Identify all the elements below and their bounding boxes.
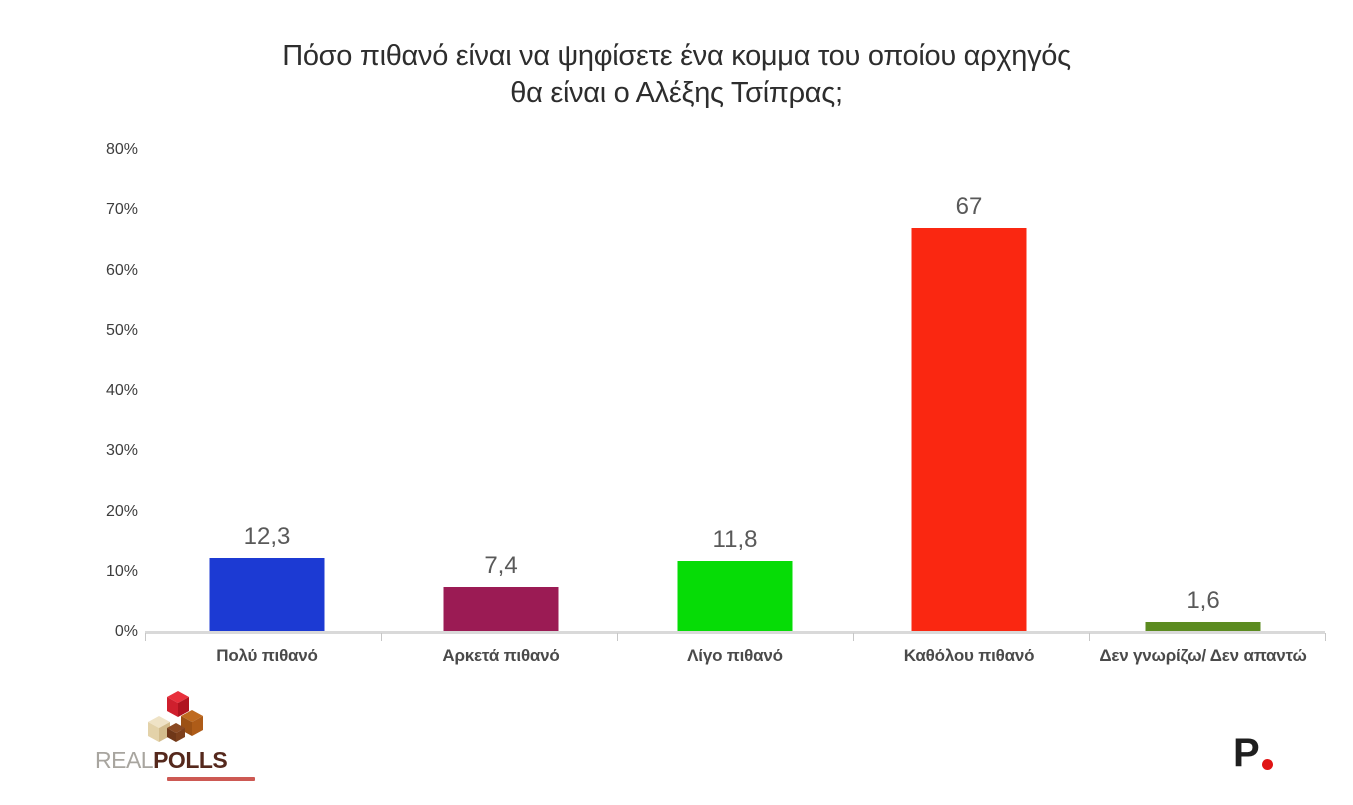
y-tick-label: 0% (114, 623, 138, 640)
bar-column: 7,4 (384, 150, 618, 632)
y-tick-label: 20% (105, 502, 138, 520)
realpolls-word-polls: POLLS (153, 747, 228, 773)
bar-value-label: 1,6 (1186, 587, 1220, 614)
x-axis-line (145, 631, 1326, 641)
y-tick-label: 30% (105, 442, 138, 460)
chart-title-line-1: Πόσο πιθανό είναι να ψηφίσετε ένα κομμα … (282, 40, 1071, 72)
bar-3 (677, 561, 793, 632)
p-logo-letter: P (1233, 731, 1260, 775)
plot-area: 12,3 7,4 11,8 67 1,6 (145, 150, 1326, 641)
y-tick-label: 80% (105, 141, 138, 158)
y-tick-label: 50% (105, 321, 138, 339)
bar-column: 12,3 (150, 150, 384, 632)
realpolls-wordmark: REALPOLLS (95, 747, 275, 774)
realpolls-cubes-icon (148, 691, 203, 742)
bar-column: 67 (852, 150, 1086, 632)
category-label: Δεν γνωρίζω/ Δεν απαντώ (1099, 646, 1307, 665)
y-tick-label: 60% (105, 261, 138, 279)
category-label: Πολύ πιθανό (216, 646, 318, 665)
y-tick-label: 70% (105, 201, 138, 219)
chart-title: Πόσο πιθανό είναι να ψηφίσετε ένα κομμα … (0, 38, 1353, 112)
chart-title-line-2: θα είναι ο Αλέξης Τσίπρας; (510, 77, 843, 110)
bar-value-label: 12,3 (243, 523, 291, 550)
bar-2 (443, 587, 559, 632)
bar-4 (911, 228, 1027, 632)
realpolls-logo: REALPOLLS (95, 690, 275, 781)
y-tick-label: 40% (105, 382, 138, 399)
category-label: Καθόλου πιθανό (903, 646, 1035, 665)
p-logo-red-dot-icon (1261, 759, 1273, 770)
bar-columns: 12,3 7,4 11,8 67 1,6 (150, 150, 1320, 632)
bar-1 (209, 558, 325, 632)
y-axis: 80% 70% 60% 50% 40% 30% 20% 10% 0% (0, 141, 138, 640)
category-label: Λίγο πιθανό (687, 646, 783, 665)
y-tick-label: 10% (105, 562, 138, 580)
category-label: Αρκετά πιθανό (442, 646, 560, 665)
realpolls-word-real: REAL (95, 747, 154, 773)
x-axis-tick (1089, 633, 1090, 641)
bar-column: 11,8 (618, 150, 852, 632)
x-axis-tick (1325, 633, 1326, 641)
bar-value-label: 11,8 (712, 526, 758, 553)
bar-5 (1145, 622, 1261, 632)
realpolls-tagline (167, 777, 255, 781)
bar-column: 1,6 (1086, 150, 1320, 632)
x-axis-tick (853, 633, 854, 641)
x-axis-tick (145, 633, 146, 641)
bar-value-label: 7,4 (484, 552, 518, 579)
bar-value-label: 67 (955, 193, 983, 220)
category-labels-row: Πολύ πιθανό Αρκετά πιθανό Λίγο πιθανό Καθόλ… (150, 646, 1320, 666)
x-axis-tick (381, 633, 382, 641)
p-logo: P (1233, 733, 1273, 773)
x-axis-tick (617, 633, 618, 641)
